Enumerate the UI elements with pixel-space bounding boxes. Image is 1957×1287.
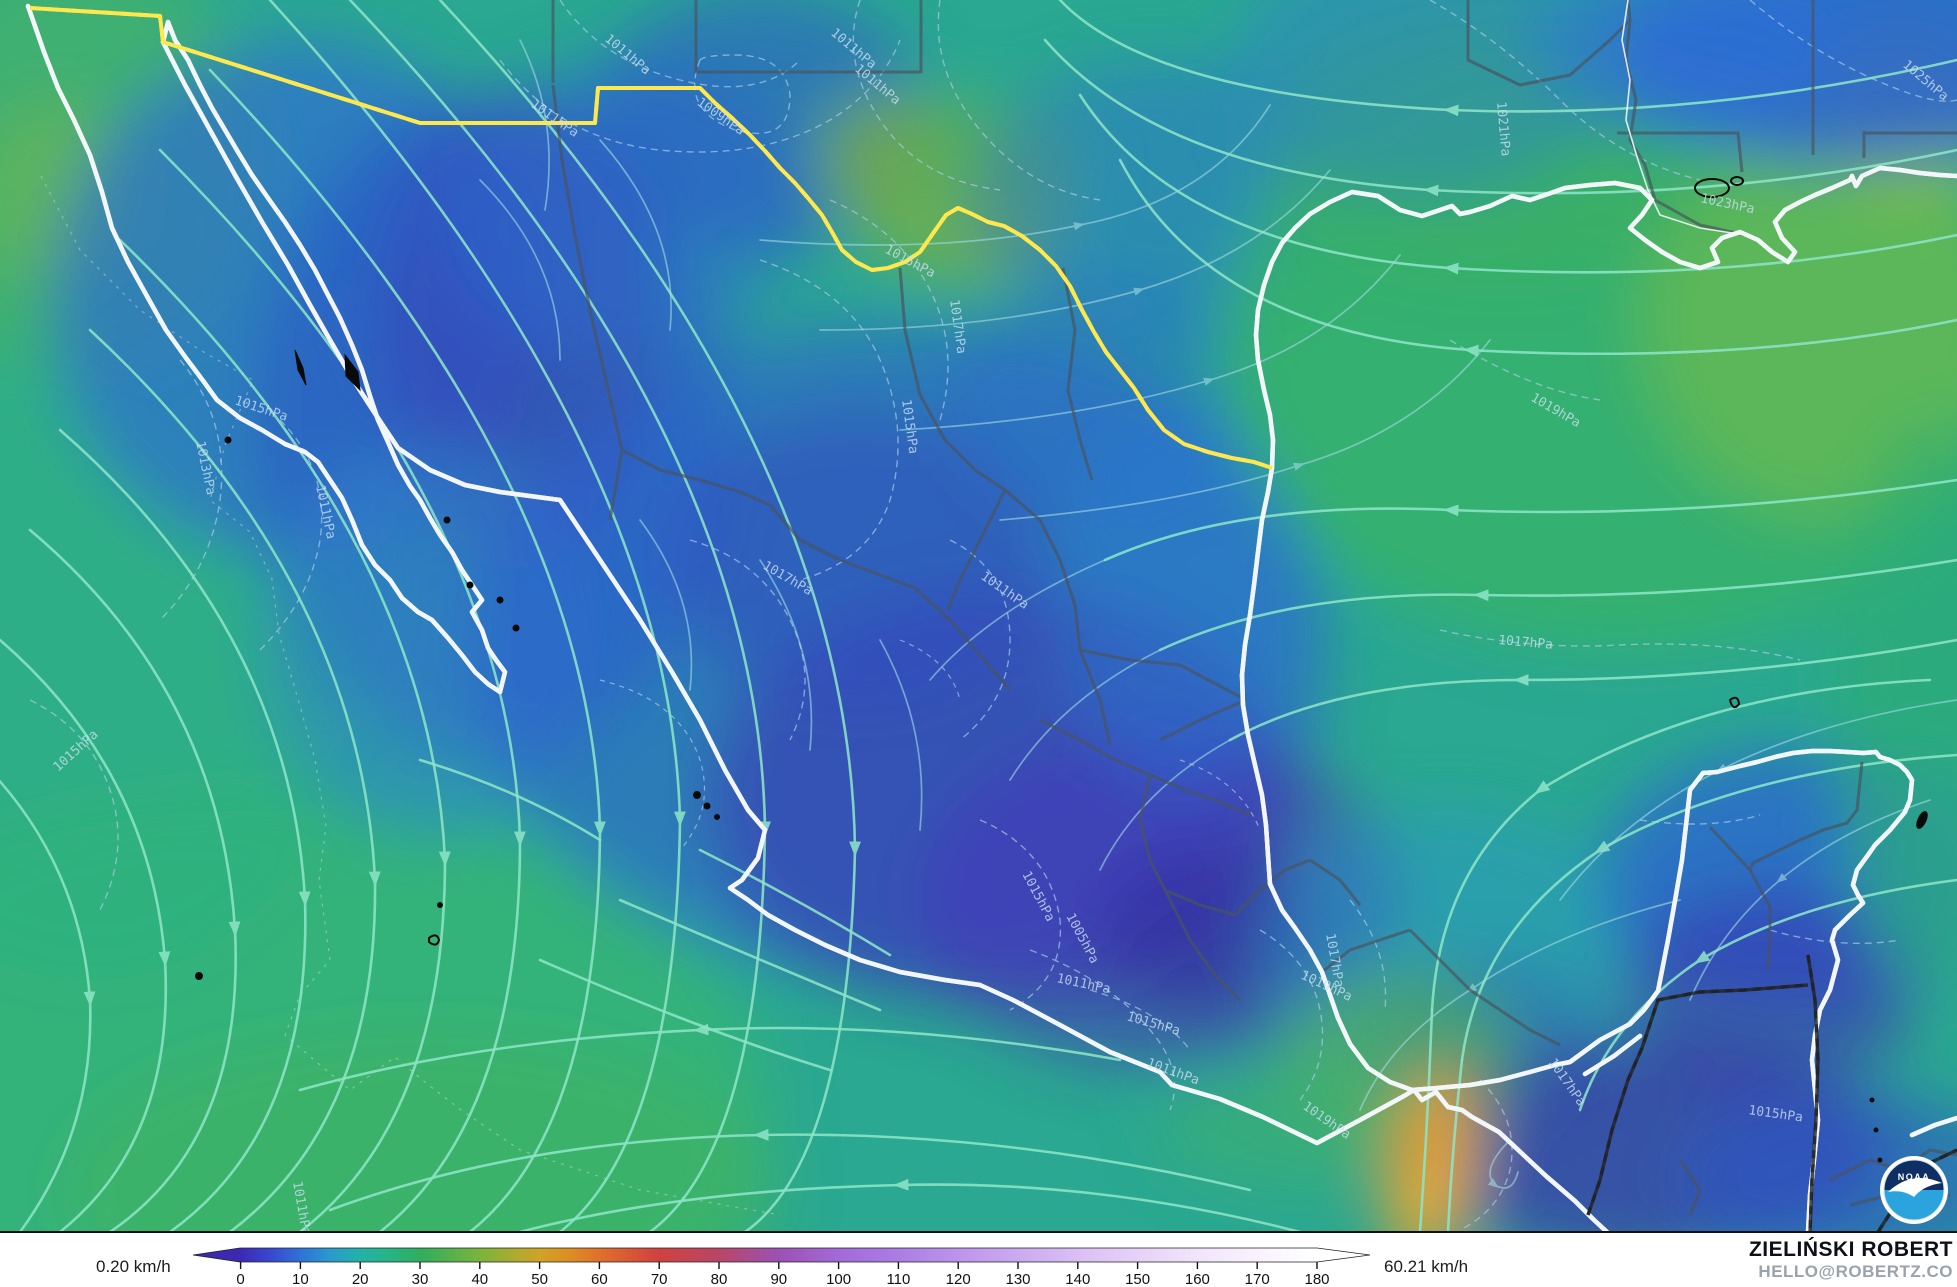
wind-speed-field xyxy=(0,0,1957,1233)
colorbar-tick-label: 160 xyxy=(1185,1271,1210,1287)
wind-streamlines xyxy=(0,0,1957,1233)
noaa-logo-text: NOAA xyxy=(1898,1172,1931,1182)
isobar-pressure-label: 1021hPa xyxy=(1493,101,1513,157)
attribution-name: ZIELIŃSKI ROBERT xyxy=(1748,1238,1953,1261)
wind-map-canvas[interactable]: 1011hPa 1011hPa 1009hPa 1011hPa 1011hPa 1015h… xyxy=(0,0,1957,1233)
colorbar-tick-label: 110 xyxy=(886,1271,910,1287)
colorbar-tick-label: 100 xyxy=(826,1271,851,1287)
colorbar-tick-label: 10 xyxy=(292,1271,309,1287)
mississippi-river xyxy=(1621,0,1746,236)
maritime-boundary-dashes xyxy=(40,175,781,1216)
attribution-email: HELLO@ROBERTZ.CO xyxy=(1758,1262,1953,1282)
noaa-seagull-icon xyxy=(1888,1177,1942,1197)
colorbar-tick-label: 0 xyxy=(236,1271,244,1287)
colorbar-tick-label: 20 xyxy=(352,1271,369,1287)
isobar-pressure-label: 1017hPa xyxy=(1498,633,1554,653)
map-frame-line xyxy=(0,1231,1957,1233)
colorbar-tick-label: 40 xyxy=(471,1271,488,1287)
colorbar-tick-label: 180 xyxy=(1304,1271,1329,1287)
colorbar-tick-label: 120 xyxy=(946,1271,971,1287)
colorbar-tick-label: 80 xyxy=(711,1271,728,1287)
wind-speed-colorbar: 0 10 20 30 40 50 60 70 80 90 100 110 120 130 140 150 160… xyxy=(192,1247,1371,1287)
colorbar-tick-label: 130 xyxy=(1005,1271,1030,1287)
colorbar-tick-label: 170 xyxy=(1245,1271,1270,1287)
legend-max-speed: 60.21 km/h xyxy=(1384,1257,1469,1276)
lake-pontchartrain xyxy=(1694,176,1744,198)
attribution: ZIELIŃSKI ROBERT HELLO@ROBERTZ.CO xyxy=(1749,1238,1953,1282)
colorbar-tick-label: 50 xyxy=(531,1271,548,1287)
colorbar-tick-label: 140 xyxy=(1065,1271,1090,1287)
colorbar-ticks: 0 10 20 30 40 50 60 70 80 90 100 110 120 130 140 150 160… xyxy=(236,1262,1330,1287)
noaa-logo: NOAA xyxy=(1880,1156,1948,1224)
legend-min-speed: 0.20 km/h xyxy=(96,1257,171,1276)
islands xyxy=(195,349,1928,1163)
legend-bar: 0.20 km/h 0 10 20 30 40 50 60 70 80 90 100 110 120 13… xyxy=(0,1233,1957,1287)
colorbar-tick-label: 70 xyxy=(651,1271,668,1287)
colorbar-tick-label: 60 xyxy=(591,1271,608,1287)
colorbar-tick-label: 30 xyxy=(412,1271,429,1287)
colorbar-tick-label: 90 xyxy=(770,1271,787,1287)
colorbar-gradient-arrow xyxy=(192,1247,1371,1263)
colorbar-tick-label: 150 xyxy=(1125,1271,1150,1287)
